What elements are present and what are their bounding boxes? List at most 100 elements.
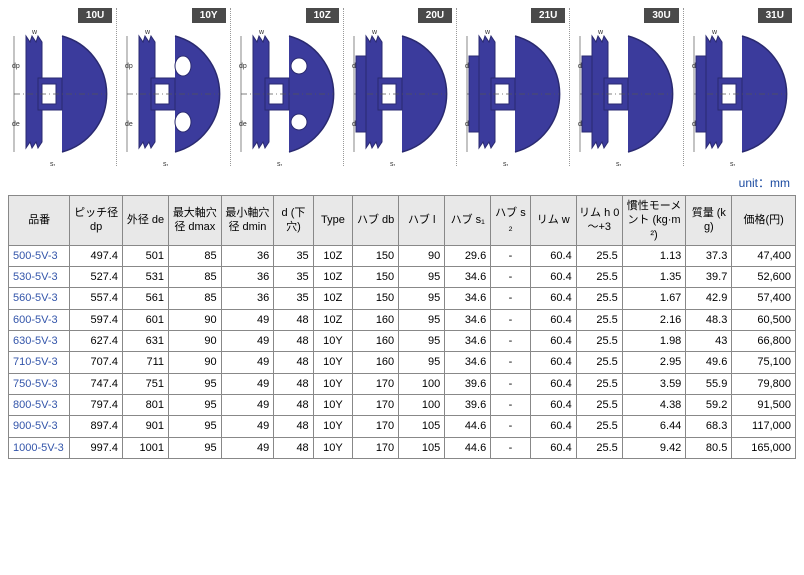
svg-text:w: w xyxy=(144,29,151,36)
cell-inertia: 2.95 xyxy=(622,352,686,373)
cell-hl: 100 xyxy=(399,373,445,394)
svg-text:w: w xyxy=(711,29,718,36)
cell-price: 52,600 xyxy=(732,267,796,288)
cell-inertia: 9.42 xyxy=(622,437,686,458)
svg-text:w: w xyxy=(258,29,265,36)
cell-dp: 747.4 xyxy=(70,373,123,394)
svg-text:s₁: s₁ xyxy=(390,161,397,166)
pulley-cross-section-icon: dp de s₁ w xyxy=(237,26,337,166)
cell-dp: 707.4 xyxy=(70,352,123,373)
col-header: リム h 0～+3 xyxy=(576,196,622,246)
cell-dmin: 36 xyxy=(221,267,274,288)
cell-product: 500-5V-3 xyxy=(9,245,70,266)
cell-hl: 95 xyxy=(399,288,445,309)
table-row: 530-5V-3527.453185363510Z1509534.6-60.42… xyxy=(9,267,796,288)
pulley-diagram-20U: 20U dp de s₁ w xyxy=(348,8,457,166)
col-header: 最小軸穴径 dmin xyxy=(221,196,274,246)
cell-s1: 34.6 xyxy=(445,352,491,373)
cell-dhole: 48 xyxy=(274,373,313,394)
cell-dhole: 35 xyxy=(274,288,313,309)
cell-dp: 897.4 xyxy=(70,416,123,437)
cell-de: 801 xyxy=(122,394,168,415)
pulley-cross-section-icon: dp de s₁ w xyxy=(463,26,563,166)
table-row: 500-5V-3497.450185363510Z1509029.6-60.42… xyxy=(9,245,796,266)
svg-text:s₁: s₁ xyxy=(163,161,170,166)
cell-s2: - xyxy=(491,352,530,373)
col-header: ハブ l xyxy=(399,196,445,246)
cell-inertia: 2.16 xyxy=(622,309,686,330)
diagram-tag: 10Y xyxy=(192,8,226,23)
cell-h: 25.5 xyxy=(576,437,622,458)
pulley-cross-section-icon: dp de s₁ w xyxy=(10,26,110,166)
cell-mass: 68.3 xyxy=(686,416,732,437)
cell-w: 60.4 xyxy=(530,288,576,309)
cell-inertia: 1.98 xyxy=(622,331,686,352)
cell-dmin: 36 xyxy=(221,245,274,266)
diagram-tag: 10Z xyxy=(306,8,339,23)
cell-product: 630-5V-3 xyxy=(9,331,70,352)
cell-dmax: 95 xyxy=(169,373,222,394)
cell-w: 60.4 xyxy=(530,416,576,437)
table-row: 600-5V-3597.460190494810Z1609534.6-60.42… xyxy=(9,309,796,330)
cell-dmax: 90 xyxy=(169,352,222,373)
svg-text:s₁: s₁ xyxy=(277,161,284,166)
cell-dmin: 49 xyxy=(221,394,274,415)
pulley-diagram-30U: 30U dp de s₁ w xyxy=(574,8,683,166)
cell-dmin: 49 xyxy=(221,352,274,373)
col-header: d (下穴) xyxy=(274,196,313,246)
cell-type: 10Z xyxy=(313,245,352,266)
col-header: リム w xyxy=(530,196,576,246)
cell-w: 60.4 xyxy=(530,394,576,415)
cell-w: 60.4 xyxy=(530,245,576,266)
svg-text:w: w xyxy=(371,29,378,36)
cell-dmax: 90 xyxy=(169,331,222,352)
cell-inertia: 1.13 xyxy=(622,245,686,266)
cell-de: 711 xyxy=(122,352,168,373)
svg-text:de: de xyxy=(239,121,247,128)
cell-price: 60,500 xyxy=(732,309,796,330)
cell-price: 66,800 xyxy=(732,331,796,352)
svg-text:w: w xyxy=(484,29,491,36)
cell-product: 600-5V-3 xyxy=(9,309,70,330)
cell-dmax: 90 xyxy=(169,309,222,330)
cell-dmin: 49 xyxy=(221,416,274,437)
cell-h: 25.5 xyxy=(576,416,622,437)
cell-mass: 37.3 xyxy=(686,245,732,266)
cell-price: 91,500 xyxy=(732,394,796,415)
cell-dp: 597.4 xyxy=(70,309,123,330)
cell-s1: 44.6 xyxy=(445,437,491,458)
cell-db: 160 xyxy=(353,352,399,373)
table-header-row: 品番ピッチ径 dp外径 de最大軸穴径 dmax最小軸穴径 dmind (下穴)… xyxy=(9,196,796,246)
cell-h: 25.5 xyxy=(576,288,622,309)
cell-de: 501 xyxy=(122,245,168,266)
cell-w: 60.4 xyxy=(530,309,576,330)
cell-mass: 80.5 xyxy=(686,437,732,458)
cell-dmax: 85 xyxy=(169,288,222,309)
svg-text:w: w xyxy=(31,29,38,36)
cell-db: 170 xyxy=(353,437,399,458)
cell-s2: - xyxy=(491,331,530,352)
cell-db: 150 xyxy=(353,267,399,288)
cell-hl: 95 xyxy=(399,267,445,288)
col-header: ハブ s₂ xyxy=(491,196,530,246)
cell-price: 165,000 xyxy=(732,437,796,458)
cell-de: 601 xyxy=(122,309,168,330)
svg-text:de: de xyxy=(12,121,20,128)
svg-text:s₁: s₁ xyxy=(503,161,510,166)
cell-s1: 34.6 xyxy=(445,288,491,309)
cell-hl: 95 xyxy=(399,309,445,330)
cell-db: 160 xyxy=(353,331,399,352)
diagram-tag: 20U xyxy=(418,8,452,23)
col-header: 質量 (kg) xyxy=(686,196,732,246)
table-row: 1000-5V-3997.4100195494810Y17010544.6-60… xyxy=(9,437,796,458)
table-row: 710-5V-3707.471190494810Y1609534.6-60.42… xyxy=(9,352,796,373)
cell-s2: - xyxy=(491,309,530,330)
cell-dmax: 85 xyxy=(169,245,222,266)
svg-text:dp: dp xyxy=(239,63,247,70)
cell-type: 10Y xyxy=(313,331,352,352)
cell-product: 800-5V-3 xyxy=(9,394,70,415)
cell-price: 75,100 xyxy=(732,352,796,373)
cell-s1: 34.6 xyxy=(445,267,491,288)
cell-w: 60.4 xyxy=(530,267,576,288)
cell-type: 10Y xyxy=(313,373,352,394)
